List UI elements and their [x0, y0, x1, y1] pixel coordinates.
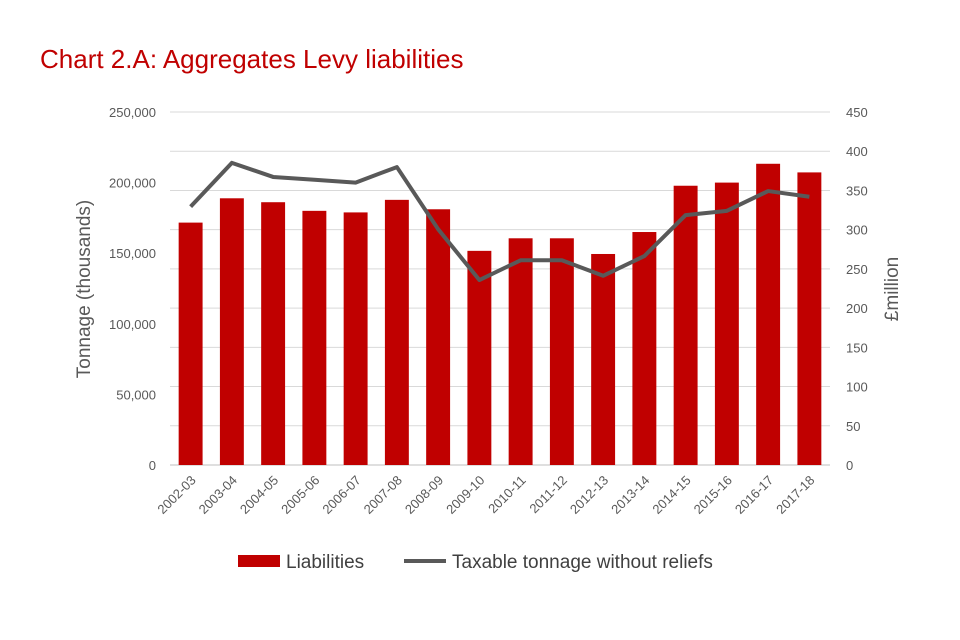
line-series-taxable-tonnage: [189, 160, 810, 283]
bar-2015-16: [714, 182, 739, 465]
y-tick-label: 150,000: [109, 246, 156, 261]
y2-tick-label: 400: [846, 144, 868, 159]
bar-2013-14: [632, 232, 657, 465]
x-tick-label: 2002-03: [154, 473, 198, 517]
bar-2002-03: [178, 222, 203, 465]
legend: Liabilities Taxable tonnage without reli…: [238, 552, 713, 573]
bar-series-liabilities: [178, 163, 822, 466]
x-tick-label: 2012-13: [567, 473, 611, 517]
chart-title: Chart 2.A: Aggregates Levy liabilities: [40, 44, 464, 74]
bar-2009-10: [467, 250, 492, 465]
y2-tick-label: 100: [846, 380, 868, 395]
bar-2014-15: [673, 185, 698, 465]
x-tick-label: 2014-15: [649, 473, 693, 517]
y2-tick-label: 0: [846, 458, 853, 473]
bar-2011-12: [549, 238, 574, 465]
x-tick-label: 2010-11: [485, 473, 529, 517]
y-tick-label: 250,000: [109, 105, 156, 120]
left-axis-ticks: 0 50,000 100,000 150,000 200,000 250,000: [109, 105, 156, 473]
x-tick-label: 2005-06: [278, 473, 322, 517]
bar-2017-18: [797, 172, 822, 465]
y2-tick-label: 50: [846, 419, 860, 434]
bar-2010-11: [508, 238, 533, 465]
x-tick-label: 2015-16: [691, 473, 735, 517]
x-tick-label: 2008-09: [402, 473, 446, 517]
x-tick-label: 2016-17: [732, 473, 776, 517]
x-tick-label: 2004-05: [237, 473, 281, 517]
x-tick-label: 2003-04: [196, 473, 240, 517]
right-axis-ticks: 0 50 100 150 200 250 300 350 400 450: [846, 105, 868, 473]
x-tick-label: 2006-07: [319, 473, 363, 517]
y-axis-title: Tonnage (thousands): [74, 200, 95, 379]
legend-label-liabilities: Liabilities: [286, 552, 364, 573]
y2-axis-title: £million: [882, 257, 903, 321]
x-tick-label: 2009-10: [443, 473, 487, 517]
y-tick-label: 50,000: [116, 387, 156, 402]
bar-2012-13: [591, 253, 616, 465]
bar-2008-09: [426, 209, 451, 465]
y2-tick-label: 150: [846, 340, 868, 355]
y-tick-label: 0: [149, 458, 156, 473]
x-axis-ticks: 2002-032003-042004-052005-062006-072007-…: [154, 473, 817, 517]
y2-tick-label: 350: [846, 183, 868, 198]
tonnage-line: [189, 160, 810, 283]
legend-label-tonnage: Taxable tonnage without reliefs: [452, 552, 713, 573]
y2-tick-label: 250: [846, 262, 868, 277]
y2-tick-label: 200: [846, 301, 868, 316]
y2-tick-label: 450: [846, 105, 868, 120]
x-tick-label: 2017-18: [773, 473, 817, 517]
bar-2004-05: [261, 202, 286, 465]
x-tick-label: 2007-08: [361, 473, 405, 517]
bar-2007-08: [384, 199, 409, 465]
x-tick-label: 2011-12: [526, 473, 570, 517]
y-tick-label: 200,000: [109, 176, 156, 191]
legend-swatch-liabilities: [238, 555, 280, 567]
y2-tick-label: 300: [846, 223, 868, 238]
y-tick-label: 100,000: [109, 317, 156, 332]
bar-2003-04: [219, 198, 244, 466]
bar-2016-17: [756, 163, 781, 466]
bar-2005-06: [302, 210, 327, 465]
x-tick-label: 2013-14: [608, 473, 652, 517]
bar-2006-07: [343, 212, 368, 465]
